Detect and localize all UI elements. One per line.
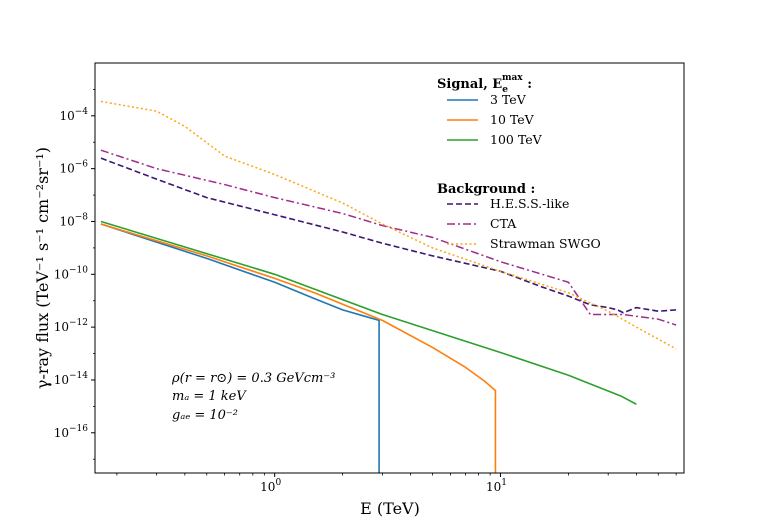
y-tick-label: 10−10 [54,265,89,281]
legend-signal: Signal, Ee max : 3 TeV 10 TeV 100 TeV [437,73,543,147]
y-tick-label: 10−4 [59,107,88,123]
legend-label: Strawman SWGO [490,236,601,251]
legend-label: CTA [490,216,517,231]
legend-signal-title-sub: e [502,85,508,95]
series-line-strawman-swgo [100,100,677,350]
legend-signal-title-sup: max [502,73,523,83]
y-tick-label: 10−8 [59,212,88,228]
legend-background-title-colon: : [526,182,535,197]
series-line-cta [100,149,677,326]
series-line-100-tev [100,220,637,405]
legend-signal-title-colon: : [523,77,532,92]
annotation-mass: mₐ = 1 keV [172,389,247,404]
y-tick-label: 10−6 [59,160,88,176]
x-tick-label: 101 [486,478,507,494]
series-line-h-e-s-s-like [100,157,677,314]
legend-signal-entries: 3 TeV 10 TeV 100 TeV [447,92,543,147]
legend-label: 100 TeV [490,132,543,147]
parameter-annotation: ρ(r = r⊙) = 0.3 GeVcm⁻³ mₐ = 1 keV gₐₑ =… [171,371,335,423]
y-tick-label: 10−12 [54,318,88,334]
axes-frame [94,62,685,474]
x-axis-label: E (TeV) [360,499,420,518]
legend-signal-title: Signal, Ee max : [437,73,532,95]
legend-signal-title-main: Signal, E [437,77,502,92]
y-tick-label: 10−16 [54,424,89,440]
series-line-3-tev [100,223,380,473]
x-tick-label: 100 [260,478,281,494]
legend-background: Background : H.E.S.S.-like CTA Strawman SW… [437,182,601,251]
y-tick-label: 10−14 [54,371,89,387]
legend-label: 10 TeV [490,112,535,127]
annotation-density: ρ(r = r⊙) = 0.3 GeVcm⁻³ [171,371,335,386]
y-axis-label: γ-ray flux (TeV⁻¹ s⁻¹ cm⁻²sr⁻¹) [33,147,52,389]
legend-label: 3 TeV [490,92,527,107]
annotation-coupling: gₐₑ = 10⁻² [172,408,238,423]
series-layer [100,100,677,473]
legend-label: H.E.S.S.-like [490,196,569,211]
series-line-10-tev [100,223,497,473]
legend-background-entries: H.E.S.S.-like CTA Strawman SWGO [447,196,601,251]
legend-background-title-main: Background [437,182,526,197]
legend-background-title: Background : [437,182,535,197]
ticks-layer: 10−4 10−6 10−8 10−10 10−12 10−14 10−16 100 101 [54,89,677,494]
